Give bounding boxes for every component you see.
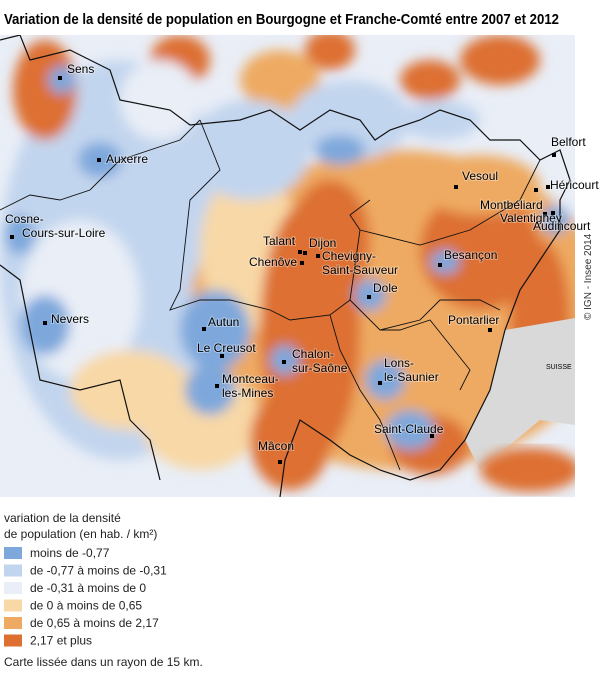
- city-label: Chalon-: [292, 347, 334, 361]
- city-marker: [378, 381, 382, 385]
- city-label: Le Creusot: [197, 341, 256, 355]
- legend-swatch: [4, 634, 22, 647]
- city-marker: [220, 354, 224, 358]
- city-marker: [551, 211, 555, 215]
- city-label: Cosne-: [5, 212, 44, 226]
- city-label: Montbéliard: [480, 198, 543, 212]
- city-label: les-Mines: [222, 386, 273, 400]
- city-marker: [454, 185, 458, 189]
- city-label: Sens: [67, 62, 94, 76]
- city-marker: [316, 254, 320, 258]
- legend-label: de 0 à moins de 0,65: [30, 599, 142, 613]
- city-marker: [300, 261, 304, 265]
- map: [0, 35, 575, 497]
- city-label: Héricourt: [550, 178, 599, 192]
- city-marker: [546, 185, 550, 189]
- city-marker: [552, 153, 556, 157]
- city-marker: [298, 250, 302, 254]
- city-label: Saint-Claude: [374, 422, 444, 436]
- legend-swatch: [4, 564, 22, 577]
- legend-label: moins de -0,77: [30, 546, 110, 560]
- city-marker: [58, 76, 62, 80]
- city-marker: [97, 158, 101, 162]
- note: Carte lissée dans un rayon de 15 km.: [4, 655, 203, 669]
- legend-title: variation de la densité: [4, 511, 121, 525]
- city-marker: [43, 321, 47, 325]
- city-marker: [367, 295, 371, 299]
- country-label: SUISSE: [546, 364, 572, 371]
- legend-label: 2,17 et plus: [30, 634, 92, 648]
- city-label: Auxerre: [106, 152, 148, 166]
- city-label: Nevers: [51, 312, 89, 326]
- city-label: sur-Saône: [292, 361, 348, 375]
- city-marker: [278, 460, 282, 464]
- city-label: Audincourt: [533, 219, 591, 233]
- city-label: Lons-: [384, 356, 414, 370]
- credit: © IGN - Insee 2014: [583, 233, 594, 320]
- city-label: Montceau-: [222, 372, 279, 386]
- city-marker: [303, 251, 307, 255]
- city-marker: [438, 263, 442, 267]
- city-label: Mâcon: [258, 439, 294, 453]
- legend-label: de -0,31 à moins de 0: [30, 581, 146, 595]
- city-label: Dijon: [309, 236, 336, 250]
- city-label: Autun: [208, 315, 239, 329]
- legend-swatch: [4, 599, 22, 612]
- city-marker: [430, 434, 434, 438]
- city-marker: [215, 384, 219, 388]
- city-marker: [282, 360, 286, 364]
- legend-label: de -0,77 à moins de -0,31: [30, 564, 167, 578]
- city-label: Dole: [373, 281, 398, 295]
- city-labels: Sens Auxerre Cosne-Cours-sur-Loire Nevers Au…: [4, 61, 600, 464]
- legend: variation de la densité de population (en…: [4, 511, 167, 648]
- city-label: Talant: [263, 234, 296, 248]
- city-label: Valentigney: [500, 211, 562, 225]
- legend-swatch: [4, 582, 22, 594]
- city-label: Vesoul: [462, 169, 498, 183]
- city-marker: [534, 188, 538, 192]
- city-label: Saint-Sauveur: [322, 263, 398, 277]
- title: Variation de la densité de population en…: [4, 12, 559, 28]
- city-marker: [488, 328, 492, 332]
- city-label: Chevigny-: [322, 249, 376, 263]
- legend-label: de 0,65 à moins de 2,17: [30, 616, 159, 630]
- city-label: Chenôve: [249, 255, 297, 269]
- city-marker: [10, 235, 14, 239]
- legend-title: de population (en hab. / km²): [4, 527, 157, 541]
- city-label: Besançon: [444, 248, 497, 262]
- city-label: Cours-sur-Loire: [22, 226, 106, 240]
- city-label: Belfort: [551, 135, 586, 149]
- city-label: Pontarlier: [448, 313, 499, 327]
- city-marker: [202, 327, 206, 331]
- city-label: le-Saunier: [384, 370, 439, 384]
- city-marker: [543, 212, 547, 216]
- legend-swatch: [4, 617, 22, 629]
- legend-swatch: [4, 547, 22, 559]
